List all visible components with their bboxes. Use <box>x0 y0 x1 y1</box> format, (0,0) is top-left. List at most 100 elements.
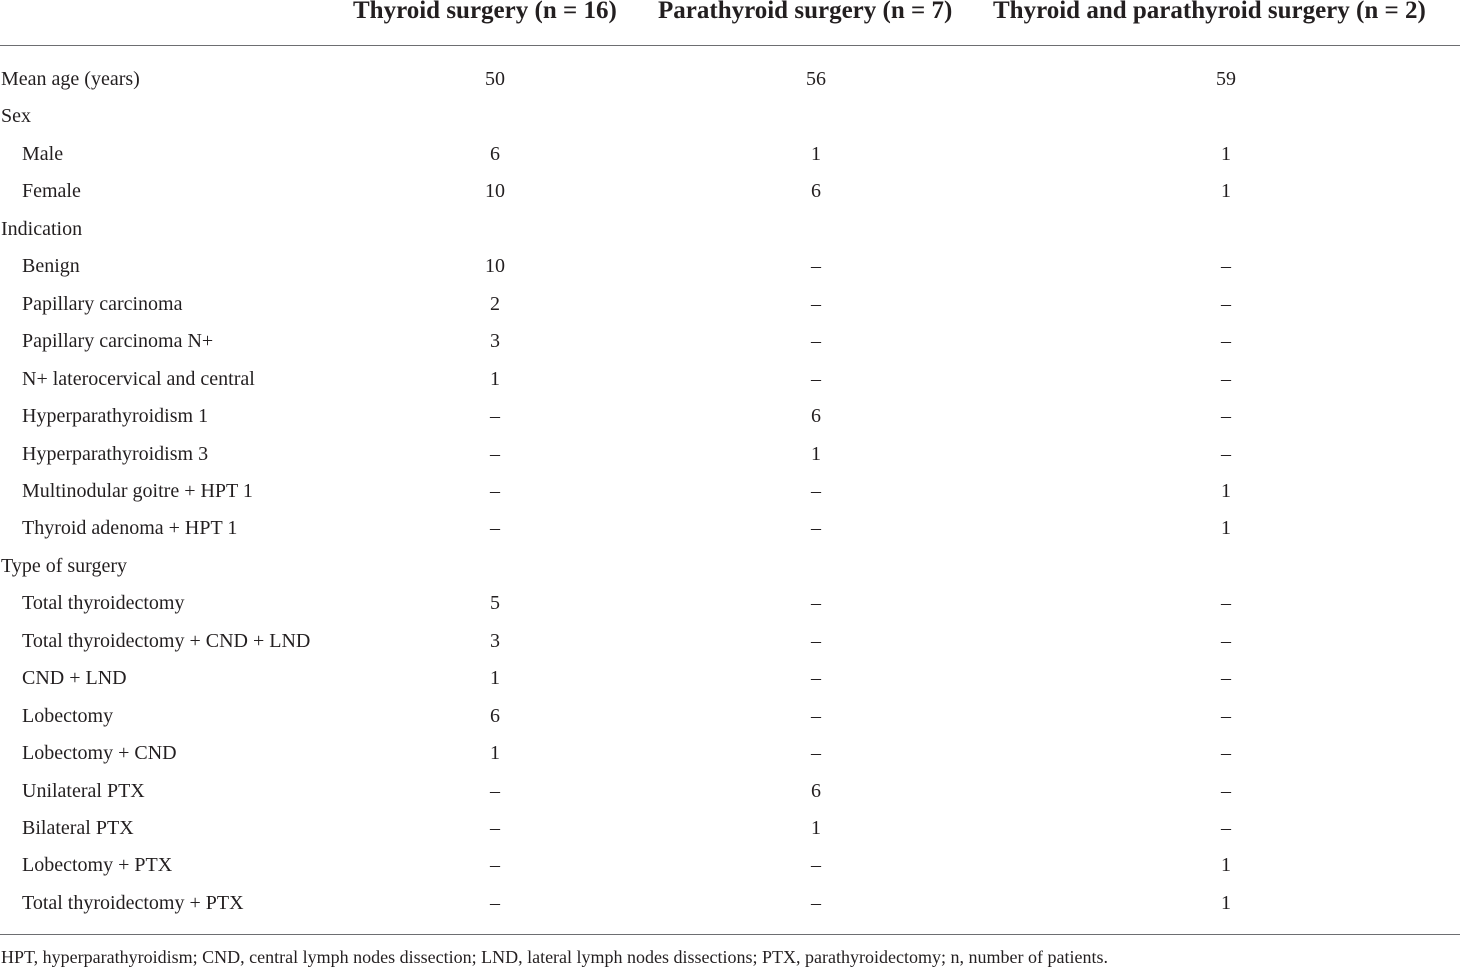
cell-value: 1 <box>490 667 500 690</box>
row-label: CND + LND <box>22 667 127 690</box>
table-top-rule <box>0 45 1460 46</box>
cell-value: 1 <box>490 367 500 390</box>
row-label: Hyperparathyroidism 1 <box>22 405 209 428</box>
cell-value: 1 <box>1221 142 1231 165</box>
cell-value: 10 <box>485 255 505 278</box>
cell-value: – <box>1221 742 1231 765</box>
table-row: N+ laterocervical and central 1 – – <box>0 366 1460 403</box>
row-label: Sex <box>1 105 31 128</box>
row-label: Total thyroidectomy <box>22 592 185 615</box>
cell-value: – <box>1221 667 1231 690</box>
cell-value: – <box>811 292 821 315</box>
row-label: Female <box>22 180 81 203</box>
cell-value: – <box>490 779 500 802</box>
table-row: Multinodular goitre + HPT 1 – – 1 <box>0 478 1460 515</box>
row-label: Papillary carcinoma <box>22 292 183 315</box>
cell-value: 1 <box>1221 854 1231 877</box>
row-label: Indication <box>1 217 83 240</box>
cell-value: – <box>811 367 821 390</box>
row-label: Hyperparathyroidism 3 <box>22 442 209 465</box>
table-row: Papillary carcinoma N+ 3 – – <box>0 328 1460 365</box>
table-row: Mean age (years) 50 56 59 <box>0 66 1460 103</box>
table-row: Lobectomy 6 – – <box>0 703 1460 740</box>
cell-value: 1 <box>811 442 821 465</box>
row-label: Lobectomy <box>22 704 114 727</box>
cell-value: 2 <box>490 292 500 315</box>
table-row: Bilateral PTX – 1 – <box>0 815 1460 852</box>
table-row: Papillary carcinoma 2 – – <box>0 291 1460 328</box>
table-row: Total thyroidectomy + PTX – – 1 <box>0 890 1460 927</box>
cell-value: 6 <box>811 779 821 802</box>
row-label: Male <box>22 142 64 165</box>
cell-value: 1 <box>1221 479 1231 502</box>
cell-value: – <box>811 854 821 877</box>
cell-value: 1 <box>811 817 821 839</box>
cell-value: – <box>811 891 821 914</box>
cell-value: – <box>1221 292 1231 315</box>
cell-value: – <box>811 742 821 765</box>
row-label: Lobectomy + CND <box>22 742 177 765</box>
table-row: Total thyroidectomy + CND + LND 3 – – <box>0 628 1460 665</box>
cell-value: – <box>811 629 821 652</box>
header-thyroid-and-parathyroid-surgery: Thyroid and parathyroid surgery (n = 2) <box>993 0 1426 24</box>
table-row: Hyperparathyroidism 3 – 1 – <box>0 441 1460 478</box>
table-row: Female 10 6 1 <box>0 178 1460 215</box>
cell-value: – <box>490 817 500 839</box>
table-row: Male 6 1 1 <box>0 141 1460 178</box>
cell-value: 5 <box>490 592 500 615</box>
cell-value: – <box>811 704 821 727</box>
table-row: Benign 10 – – <box>0 253 1460 290</box>
cell-value: – <box>811 667 821 690</box>
cell-value: 6 <box>490 142 500 165</box>
cell-value: – <box>1221 405 1231 428</box>
cell-value: 50 <box>485 68 505 90</box>
row-label: Papillary carcinoma N+ <box>22 330 214 353</box>
cell-value: – <box>1221 367 1231 390</box>
cell-value: – <box>811 255 821 278</box>
cell-value: 59 <box>1216 68 1236 90</box>
cell-value: 1 <box>1221 180 1231 203</box>
table-bottom-rule <box>0 934 1460 935</box>
table-row: CND + LND 1 – – <box>0 665 1460 702</box>
cell-value: – <box>490 405 500 428</box>
cell-value: – <box>490 442 500 465</box>
cell-value: – <box>1221 779 1231 802</box>
cell-value: 1 <box>811 142 821 165</box>
cell-value: – <box>490 891 500 914</box>
table-row: Sex <box>0 103 1460 140</box>
table-row: Unilateral PTX – 6 – <box>0 778 1460 815</box>
row-label: Multinodular goitre + HPT 1 <box>22 479 253 502</box>
cell-value: 1 <box>1221 891 1231 914</box>
cell-value: 56 <box>806 68 826 90</box>
row-label: Mean age (years) <box>1 68 140 90</box>
cell-value: – <box>490 479 500 502</box>
cell-value: 6 <box>811 405 821 428</box>
row-label: Type of surgery <box>1 554 127 577</box>
cell-value: – <box>490 854 500 877</box>
table-row: Thyroid adenoma + HPT 1 – – 1 <box>0 515 1460 552</box>
table-row: Lobectomy + PTX – – 1 <box>0 852 1460 889</box>
cell-value: 3 <box>490 330 500 353</box>
cell-value: – <box>1221 592 1231 615</box>
cell-value: – <box>1221 330 1231 353</box>
table-row: Hyperparathyroidism 1 – 6 – <box>0 403 1460 440</box>
cell-value: – <box>811 330 821 353</box>
row-label: Total thyroidectomy + CND + LND <box>22 629 311 652</box>
cell-value: – <box>1221 442 1231 465</box>
cell-value: 6 <box>811 180 821 203</box>
cell-value: 1 <box>1221 517 1231 540</box>
table-row: Type of surgery <box>0 553 1460 590</box>
table-row: Total thyroidectomy 5 – – <box>0 590 1460 627</box>
row-label: Total thyroidectomy + PTX <box>22 891 244 914</box>
header-thyroid-surgery: Thyroid surgery (n = 16) <box>353 0 617 24</box>
cell-value: – <box>811 592 821 615</box>
row-label: Bilateral PTX <box>22 817 134 839</box>
row-label: Benign <box>22 255 80 278</box>
table-footnote: HPT, hyperparathyroidism; CND, central l… <box>1 947 1108 967</box>
table-row: Lobectomy + CND 1 – – <box>0 740 1460 777</box>
row-label: N+ laterocervical and central <box>22 367 255 390</box>
cell-value: – <box>811 479 821 502</box>
cell-value: – <box>1221 629 1231 652</box>
cell-value: – <box>1221 255 1231 278</box>
header-parathyroid-surgery: Parathyroid surgery (n = 7) <box>658 0 953 24</box>
